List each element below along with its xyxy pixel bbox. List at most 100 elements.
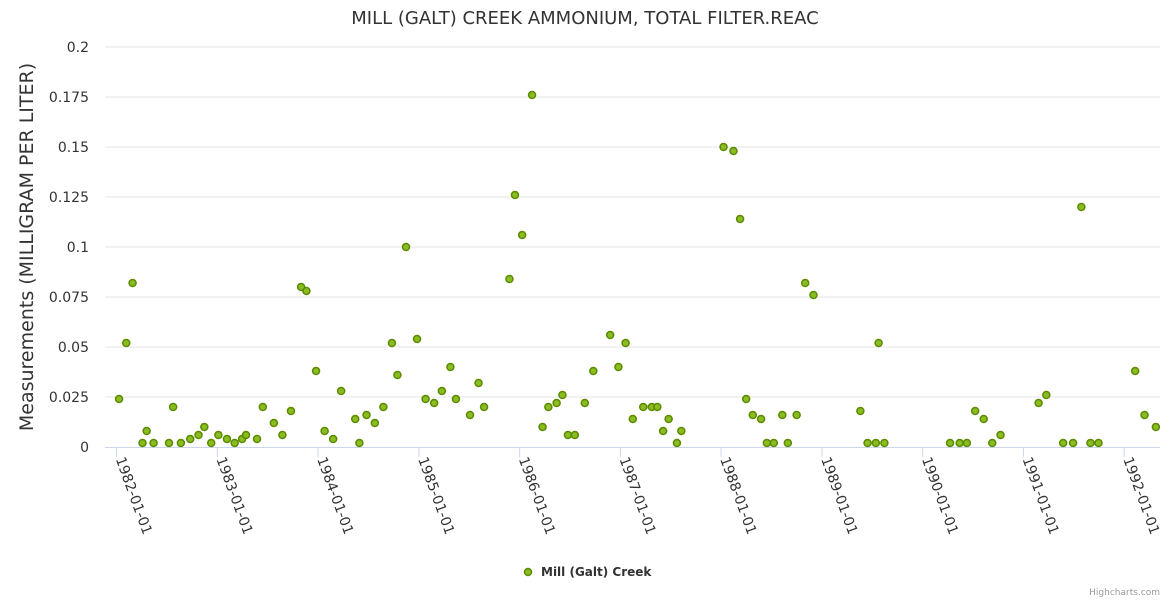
data-point[interactable]	[379, 402, 388, 412]
data-point[interactable]	[185, 434, 195, 444]
data-point[interactable]	[658, 426, 668, 436]
data-point[interactable]	[328, 434, 338, 444]
data-point[interactable]	[527, 90, 537, 100]
data-point[interactable]	[664, 414, 673, 424]
data-point[interactable]	[741, 394, 751, 404]
data-point[interactable]	[311, 366, 321, 376]
data-point[interactable]	[474, 378, 483, 388]
data-point[interactable]	[241, 430, 251, 440]
data-point[interactable]	[510, 190, 520, 200]
data-series[interactable]	[114, 90, 1161, 448]
data-point[interactable]	[979, 414, 988, 424]
data-point[interactable]	[200, 422, 209, 432]
data-point[interactable]	[621, 338, 630, 348]
data-point[interactable]	[580, 398, 590, 408]
data-point[interactable]	[672, 438, 682, 448]
data-point[interactable]	[945, 438, 955, 448]
data-point[interactable]	[286, 406, 296, 416]
data-point[interactable]	[517, 230, 527, 240]
data-point[interactable]	[871, 438, 881, 448]
data-point[interactable]	[735, 214, 745, 224]
data-point[interactable]	[1077, 202, 1086, 212]
data-point[interactable]	[769, 438, 779, 448]
data-point[interactable]	[222, 434, 232, 444]
data-point[interactable]	[856, 406, 865, 416]
data-point[interactable]	[164, 438, 174, 448]
data-point[interactable]	[176, 438, 186, 448]
data-point[interactable]	[1151, 422, 1161, 432]
legend[interactable]: Mill (Galt) Creek	[523, 565, 653, 579]
data-point[interactable]	[762, 438, 772, 448]
data-point[interactable]	[783, 438, 793, 448]
data-point[interactable]	[1140, 410, 1149, 420]
credits-link[interactable]: Highcharts.com	[1089, 588, 1160, 598]
data-point[interactable]	[538, 422, 547, 432]
data-point[interactable]	[614, 362, 623, 372]
data-point[interactable]	[350, 414, 360, 424]
data-point[interactable]	[355, 438, 364, 448]
data-point[interactable]	[451, 394, 461, 404]
data-point[interactable]	[955, 438, 964, 448]
data-point[interactable]	[1130, 366, 1140, 376]
data-point[interactable]	[563, 430, 573, 440]
data-point[interactable]	[128, 278, 137, 288]
data-point[interactable]	[792, 410, 801, 420]
data-point[interactable]	[605, 330, 615, 340]
data-point[interactable]	[639, 402, 648, 412]
data-point[interactable]	[778, 410, 787, 420]
data-point[interactable]	[1094, 438, 1103, 448]
data-point[interactable]	[149, 438, 158, 448]
data-point[interactable]	[269, 418, 279, 428]
data-point[interactable]	[446, 362, 455, 372]
data-point[interactable]	[393, 370, 402, 380]
legend-marker-icon[interactable]	[523, 567, 533, 577]
data-point[interactable]	[874, 338, 883, 348]
data-point[interactable]	[653, 402, 662, 412]
data-point[interactable]	[880, 438, 889, 448]
data-point[interactable]	[809, 290, 818, 300]
data-point[interactable]	[505, 274, 514, 284]
data-point[interactable]	[800, 278, 810, 288]
data-point[interactable]	[121, 338, 131, 348]
data-point[interactable]	[194, 430, 203, 440]
data-point[interactable]	[863, 438, 872, 448]
data-point[interactable]	[1086, 438, 1095, 448]
data-point[interactable]	[370, 418, 380, 428]
data-point[interactable]	[387, 338, 397, 348]
data-point[interactable]	[138, 438, 147, 448]
data-point[interactable]	[552, 398, 561, 408]
data-point[interactable]	[962, 438, 972, 448]
legend-item-label[interactable]: Mill (Galt) Creek	[541, 565, 652, 579]
data-point[interactable]	[302, 286, 311, 296]
data-point[interactable]	[996, 430, 1005, 440]
data-point[interactable]	[628, 414, 638, 424]
data-point[interactable]	[748, 410, 758, 420]
data-point[interactable]	[570, 430, 580, 440]
data-point[interactable]	[168, 402, 178, 412]
data-point[interactable]	[230, 438, 239, 448]
data-point[interactable]	[362, 410, 371, 420]
data-point[interactable]	[677, 426, 686, 436]
data-point[interactable]	[336, 386, 346, 396]
data-point[interactable]	[729, 146, 738, 156]
data-point[interactable]	[988, 438, 997, 448]
data-point[interactable]	[214, 430, 223, 440]
data-point[interactable]	[429, 398, 439, 408]
data-point[interactable]	[278, 430, 287, 440]
data-point[interactable]	[320, 426, 329, 436]
data-point[interactable]	[756, 414, 766, 424]
data-point[interactable]	[465, 410, 475, 420]
data-point[interactable]	[437, 386, 447, 396]
data-point[interactable]	[114, 394, 124, 404]
data-point[interactable]	[142, 426, 151, 436]
data-point[interactable]	[1068, 438, 1078, 448]
data-point[interactable]	[479, 402, 489, 412]
data-point[interactable]	[206, 438, 216, 448]
data-point[interactable]	[258, 402, 268, 412]
data-point[interactable]	[719, 142, 728, 152]
data-point[interactable]	[589, 366, 598, 376]
data-point[interactable]	[421, 394, 430, 404]
data-point[interactable]	[1034, 398, 1043, 408]
data-point[interactable]	[252, 434, 262, 444]
data-point[interactable]	[544, 402, 553, 412]
